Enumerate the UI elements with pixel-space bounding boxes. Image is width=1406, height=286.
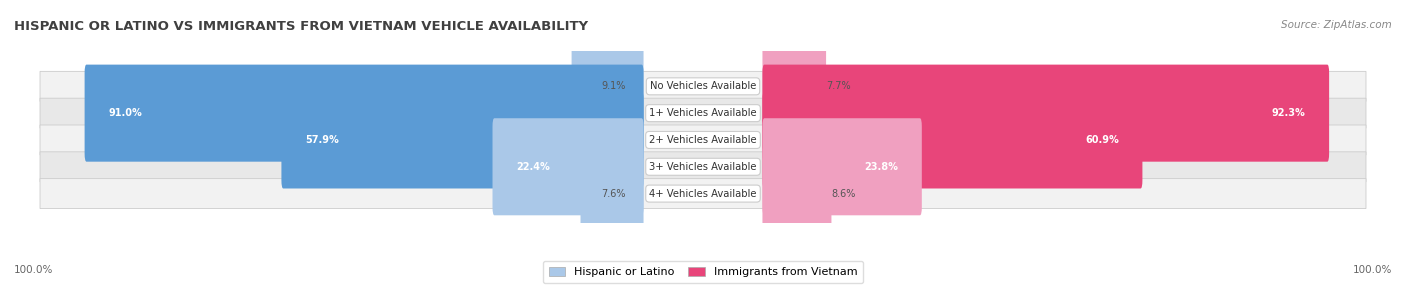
FancyBboxPatch shape [762,118,922,215]
FancyBboxPatch shape [39,152,1367,182]
Text: 1+ Vehicles Available: 1+ Vehicles Available [650,108,756,118]
Text: No Vehicles Available: No Vehicles Available [650,81,756,91]
FancyBboxPatch shape [39,125,1367,155]
FancyBboxPatch shape [84,65,644,162]
FancyBboxPatch shape [39,72,1367,101]
Text: 23.8%: 23.8% [865,162,898,172]
Text: 92.3%: 92.3% [1271,108,1305,118]
Legend: Hispanic or Latino, Immigrants from Vietnam: Hispanic or Latino, Immigrants from Viet… [543,261,863,283]
Text: 100.0%: 100.0% [14,265,53,275]
FancyBboxPatch shape [39,179,1367,208]
Text: 7.7%: 7.7% [827,81,851,91]
Text: 3+ Vehicles Available: 3+ Vehicles Available [650,162,756,172]
Text: 22.4%: 22.4% [516,162,550,172]
Text: 91.0%: 91.0% [108,108,142,118]
Text: 7.6%: 7.6% [602,188,626,198]
FancyBboxPatch shape [281,92,644,188]
Text: 4+ Vehicles Available: 4+ Vehicles Available [650,188,756,198]
FancyBboxPatch shape [762,65,1329,162]
FancyBboxPatch shape [39,98,1367,128]
Text: 60.9%: 60.9% [1085,135,1119,145]
Text: 9.1%: 9.1% [602,81,626,91]
Text: 8.6%: 8.6% [831,188,856,198]
FancyBboxPatch shape [762,145,831,242]
Text: 57.9%: 57.9% [305,135,339,145]
FancyBboxPatch shape [762,38,827,135]
Text: HISPANIC OR LATINO VS IMMIGRANTS FROM VIETNAM VEHICLE AVAILABILITY: HISPANIC OR LATINO VS IMMIGRANTS FROM VI… [14,20,588,33]
Text: 100.0%: 100.0% [1353,265,1392,275]
Text: Source: ZipAtlas.com: Source: ZipAtlas.com [1281,20,1392,30]
FancyBboxPatch shape [492,118,644,215]
Text: 2+ Vehicles Available: 2+ Vehicles Available [650,135,756,145]
FancyBboxPatch shape [572,38,644,135]
FancyBboxPatch shape [762,92,1143,188]
FancyBboxPatch shape [581,145,644,242]
